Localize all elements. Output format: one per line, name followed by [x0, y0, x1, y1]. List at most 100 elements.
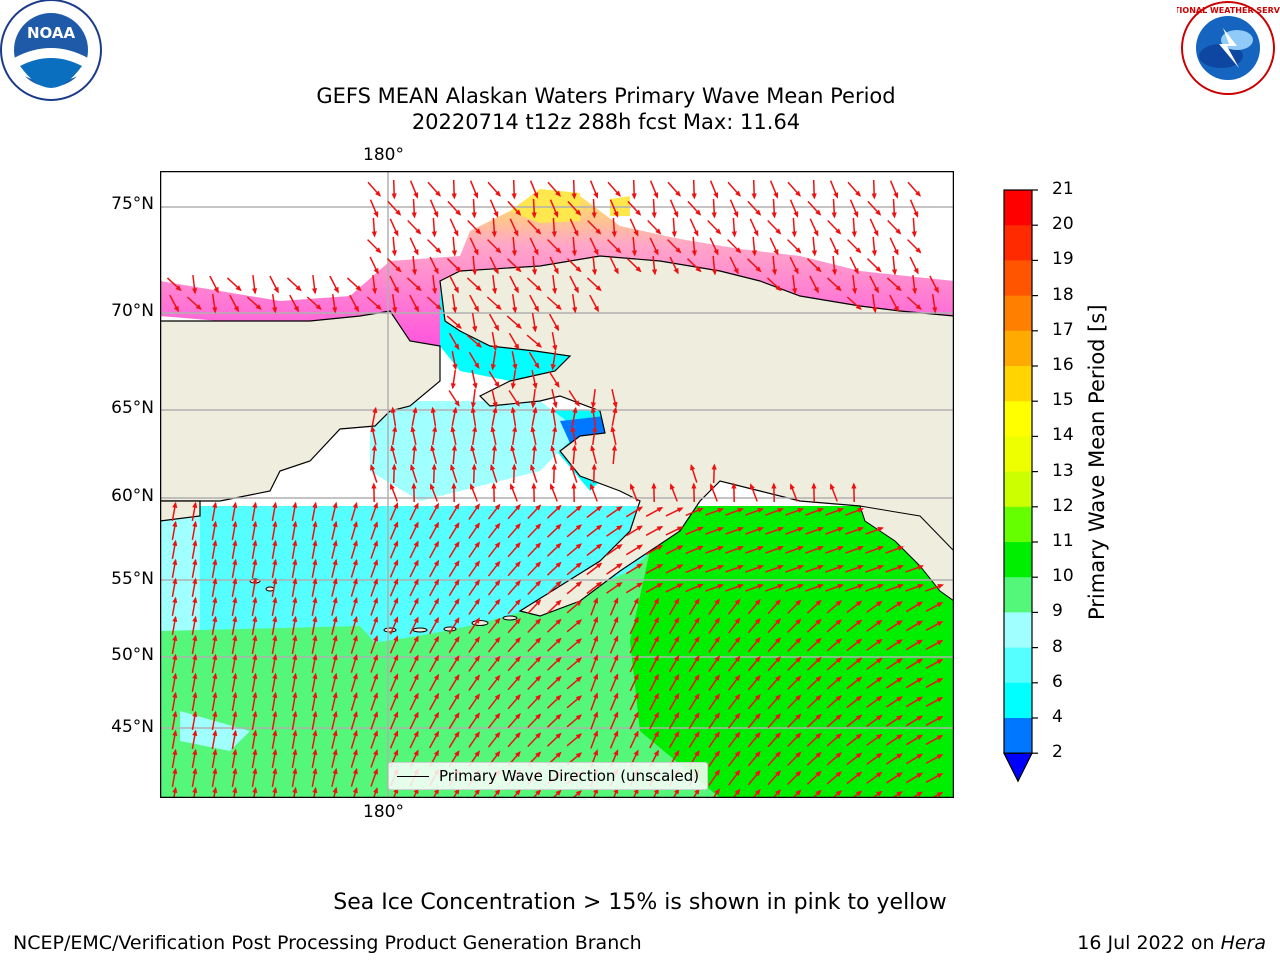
nws-logo-icon: NATIONAL WEATHER SERVICE: [1177, 1, 1280, 95]
wave-arrow: [846, 771, 863, 785]
wave-arrow: [531, 370, 538, 390]
wave-arrow: [546, 675, 562, 690]
noaa-logo-text: NOAA: [27, 24, 76, 42]
wave-arrow: [845, 546, 864, 554]
colorbar-tick-label: 12: [1052, 495, 1074, 516]
wave-arrow: [291, 653, 298, 674]
wave-arrow: [527, 675, 542, 691]
wave-arrow: [191, 748, 198, 769]
wave-arrow: [785, 565, 804, 573]
wave-arrow: [231, 577, 238, 598]
wave-arrow: [688, 636, 700, 654]
wave-arrow: [631, 179, 637, 200]
wave-arrow: [925, 678, 944, 688]
wave-arrow: [747, 636, 761, 653]
wave-arrow: [708, 598, 720, 615]
wave-arrow: [229, 294, 239, 313]
wave-arrow: [311, 539, 318, 559]
wave-arrow: [451, 351, 458, 371]
colorbar-tick-label: 21: [1052, 179, 1074, 199]
wave-arrow: [231, 672, 238, 693]
wave-arrow: [925, 584, 944, 592]
wave-arrow: [771, 255, 778, 276]
wave-arrow: [891, 255, 898, 276]
wave-arrow: [251, 653, 258, 674]
colorbar-band: [1004, 366, 1032, 402]
wave-arrow: [645, 545, 664, 555]
wave-arrow: [271, 596, 278, 617]
wave-arrow: [865, 584, 884, 592]
wave-arrow: [471, 255, 478, 276]
wave-arrow: [931, 293, 938, 314]
wave-arrow: [411, 406, 418, 426]
wave-arrow: [231, 596, 238, 617]
wave-arrow: [669, 256, 679, 275]
wave-arrow: [825, 584, 844, 592]
wave-arrow: [251, 596, 258, 617]
colorbar-tick-label: 9: [1052, 601, 1063, 622]
wave-arrow: [825, 508, 844, 516]
wave-arrow: [589, 294, 599, 313]
wave-arrow: [490, 425, 497, 445]
colorbar-tick-label: 19: [1052, 249, 1074, 270]
wave-arrow: [826, 619, 842, 633]
wave-arrow: [851, 482, 857, 503]
wave-arrow: [589, 237, 599, 256]
wave-arrow: [471, 198, 477, 219]
wave-arrow: [727, 769, 741, 786]
wave-arrow: [886, 639, 903, 651]
wave-arrow: [665, 507, 684, 517]
wave-arrow: [251, 615, 258, 636]
wave-arrow: [390, 444, 398, 464]
wave-arrow: [905, 734, 923, 746]
wave-arrow: [765, 565, 784, 573]
wave-arrow: [590, 406, 597, 427]
wave-arrow: [510, 444, 518, 464]
wave-arrow: [727, 239, 742, 254]
wave-arrow: [528, 351, 540, 369]
wave-arrow: [708, 636, 720, 653]
wave-arrow: [846, 657, 863, 671]
wave-arrow: [448, 579, 460, 597]
wave-arrow: [566, 619, 582, 633]
wave-arrow: [746, 258, 762, 273]
lat-label: 60°N: [111, 486, 154, 506]
colorbar-tick-label: 2: [1052, 742, 1063, 763]
wave-arrow: [590, 483, 598, 502]
wave-arrow: [630, 483, 638, 502]
wave-arrow: [529, 294, 539, 313]
wave-arrow: [571, 236, 577, 257]
wave-arrow: [508, 332, 520, 351]
wave-arrow: [509, 218, 519, 237]
wave-arrow: [665, 583, 684, 593]
wave-arrow: [429, 597, 439, 616]
wave-arrow: [411, 255, 418, 276]
wave-arrow: [688, 598, 700, 616]
wave-arrow: [871, 179, 877, 200]
colorbar-tick-label: 13: [1052, 460, 1074, 481]
wave-arrow: [905, 696, 923, 708]
wave-arrow: [470, 483, 478, 502]
colorbar-tick-label: 4: [1052, 707, 1063, 727]
wave-arrow: [311, 748, 318, 768]
wave-arrow: [787, 181, 801, 197]
wave-arrow: [448, 693, 460, 711]
wave-arrow: [725, 584, 744, 592]
wave-arrow: [708, 731, 720, 748]
wave-arrow: [707, 219, 722, 235]
wave-arrow: [547, 239, 562, 254]
nws-logo-text: NATIONAL WEATHER SERVICE: [1177, 6, 1280, 15]
wave-arrow: [531, 198, 537, 219]
wave-arrow: [546, 713, 562, 728]
wave-arrow: [251, 539, 258, 560]
colorbar-band: [1004, 190, 1032, 226]
wave-arrow: [709, 180, 719, 199]
wave-arrow: [487, 617, 501, 634]
wave-arrow: [370, 654, 378, 673]
wave-arrow: [487, 712, 501, 729]
lat-label: 75°N: [111, 194, 154, 214]
colorbar-band: [1004, 577, 1032, 613]
wave-arrow: [846, 296, 862, 310]
wave-arrow: [609, 256, 619, 275]
wave-arrow: [866, 714, 883, 727]
